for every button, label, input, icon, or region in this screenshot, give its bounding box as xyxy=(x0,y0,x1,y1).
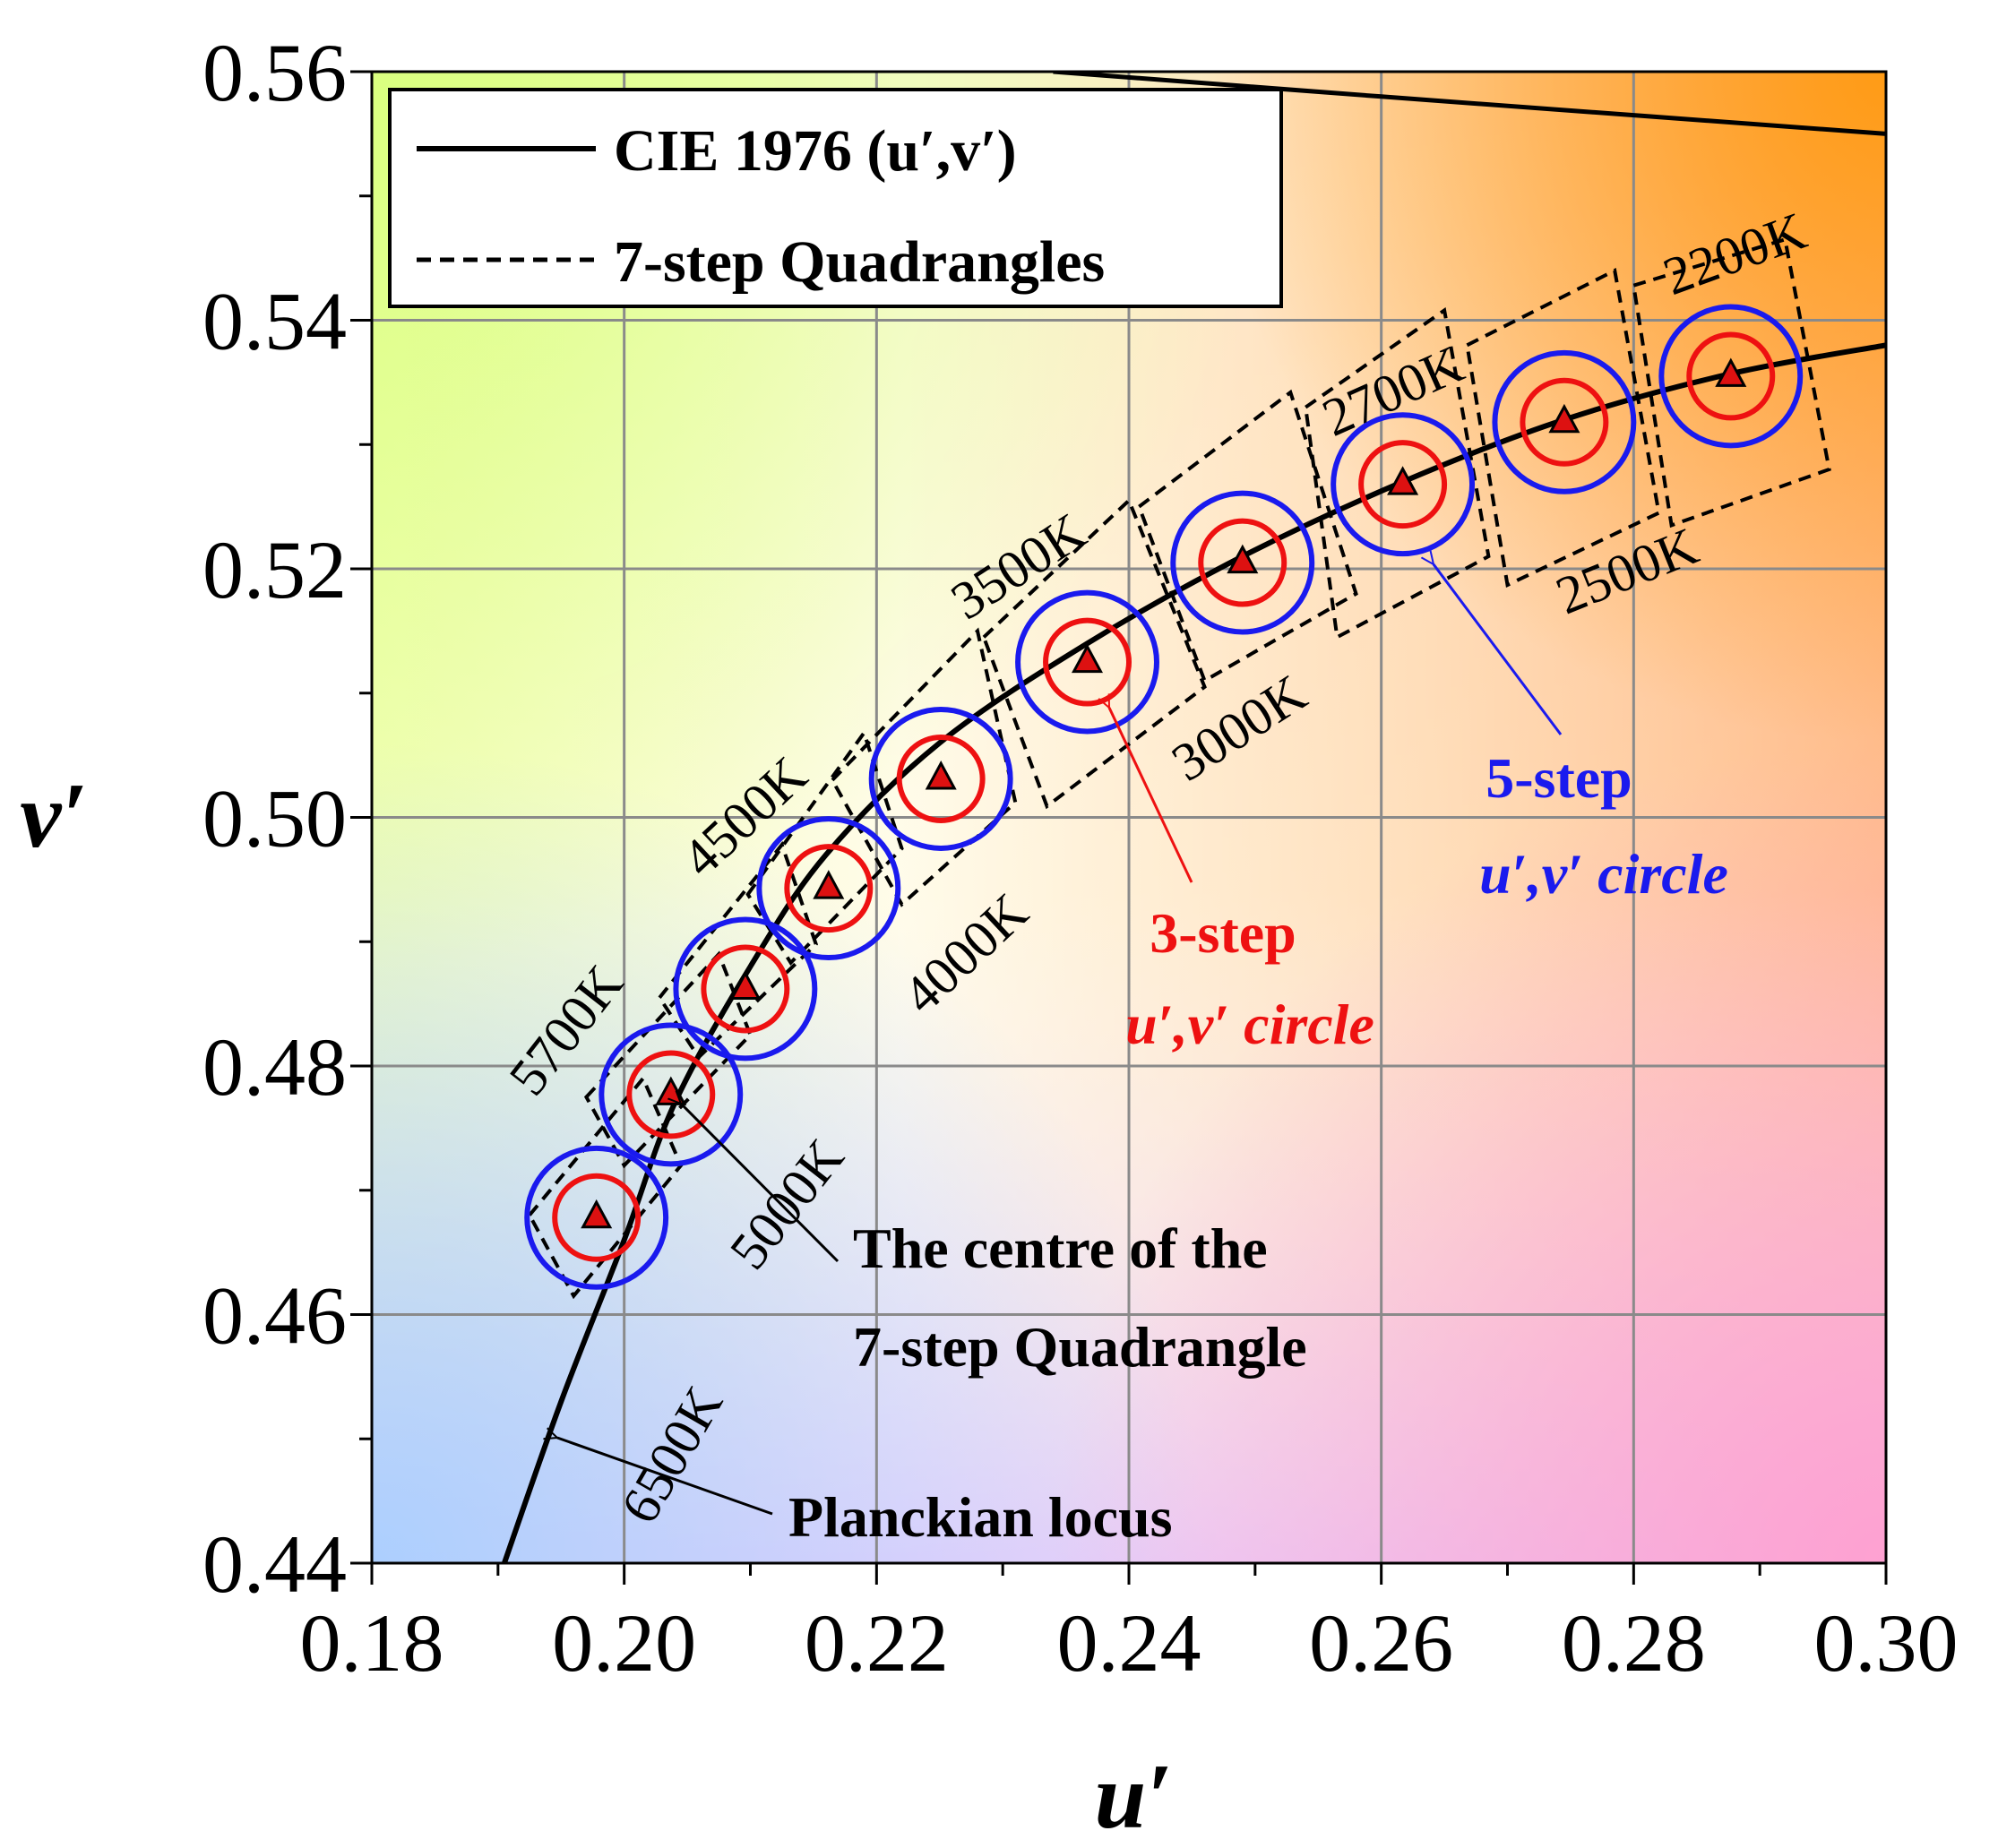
locus-label: Planckian locus xyxy=(788,1485,1173,1549)
five-step-circle-4500K xyxy=(756,816,901,961)
centre-marker-2700K xyxy=(1387,466,1419,495)
five-step-circle-3500K xyxy=(1015,589,1159,735)
five-step-circle-5700K xyxy=(599,1022,744,1167)
quadrangle-3000K xyxy=(1136,389,1358,683)
centre-marker-3000K xyxy=(1227,544,1259,574)
centre-marker-4000K xyxy=(925,761,957,790)
three-step-circle-3500K xyxy=(1043,617,1132,707)
step-circles xyxy=(524,304,1804,1290)
centre-markers xyxy=(581,357,1747,1229)
centre-marker-5000K xyxy=(729,970,762,1000)
three-step-label-line1: 3-step xyxy=(1150,901,1296,965)
x-tick-label: 0.28 xyxy=(1562,1597,1706,1689)
three-step-arrow xyxy=(1109,708,1193,883)
centre-marker-3500K xyxy=(1071,643,1104,674)
centre-label-line1: The centre of the xyxy=(853,1216,1268,1280)
quadrangle-3500K xyxy=(981,497,1207,810)
x-axis-title: u′ xyxy=(1094,1745,1172,1848)
five-step-circle-2200K xyxy=(1658,304,1804,449)
x-tick-label: 0.22 xyxy=(805,1597,949,1689)
three-step-circle-4000K xyxy=(896,735,986,823)
centre-marker-2200K xyxy=(1715,357,1747,387)
legend-entry-quadrangles: 7-step Quadrangles xyxy=(614,229,1105,295)
quadrangle-5000K xyxy=(657,840,819,1061)
x-tick-label: 0.26 xyxy=(1309,1597,1453,1689)
three-step-circle-2200K xyxy=(1686,331,1776,421)
legend-entry-locus: CIE 1976 (u′,v′) xyxy=(614,118,1017,184)
quadrangle-4000K xyxy=(830,627,1018,907)
centre-marker-2500K xyxy=(1548,403,1580,434)
grid-lines xyxy=(372,72,1886,1563)
quadrangle-2500K xyxy=(1465,268,1661,588)
three-step-circle-4500K xyxy=(784,844,874,933)
axis-ticks xyxy=(350,70,1888,1585)
five-step-circle-3000K xyxy=(1170,490,1315,635)
x-tick-label: 0.24 xyxy=(1057,1597,1201,1689)
three-step-circle-5000K xyxy=(701,944,790,1034)
tick-labels: 0.18 0.20 0.22 0.24 0.26 0.28 0.30 0.44 0.46 0.48… xyxy=(202,27,1959,1689)
y-tick-label: 0.44 xyxy=(202,1518,347,1610)
x-tick-label: 0.18 xyxy=(300,1597,444,1689)
centre-marker-4500K xyxy=(813,870,845,899)
centre-marker-6500K xyxy=(581,1199,613,1229)
y-tick-label: 0.52 xyxy=(202,524,347,615)
y-tick-label: 0.48 xyxy=(202,1021,347,1113)
legend-box xyxy=(388,88,1283,308)
three-step-circle-6500K xyxy=(552,1173,642,1262)
centre-arrow xyxy=(681,1104,840,1263)
y-tick-label: 0.46 xyxy=(202,1270,347,1362)
x-tick-label: 0.20 xyxy=(552,1597,696,1689)
y-tick-label: 0.50 xyxy=(202,773,347,864)
five-step-circle-2500K xyxy=(1492,349,1637,494)
five-step-arrow xyxy=(1434,564,1563,735)
quadrangle-2700K xyxy=(1304,306,1491,640)
five-step-circle-4000K xyxy=(868,707,1013,851)
three-step-circle-5700K xyxy=(626,1050,716,1139)
plot-area xyxy=(502,72,1886,1563)
x-tick-label: 0.30 xyxy=(1814,1597,1959,1689)
three-step-circle-2700K xyxy=(1358,440,1448,529)
quadrangle-4500K xyxy=(745,728,904,967)
three-step-circle-3000K xyxy=(1198,518,1288,607)
five-step-label-line2: u′,v′ circle xyxy=(1479,842,1728,906)
five-step-circle-5000K xyxy=(673,916,818,1062)
legend: CIE 1976 (u′,v′) 7-step Quadrangles xyxy=(388,88,1283,308)
three-step-label-line2: u′,v′ circle xyxy=(1125,993,1374,1056)
annotations: 5-step u′,v′ circle 3-step u′,v′ circle … xyxy=(557,564,1728,1549)
locus-arrow xyxy=(557,1438,773,1516)
y-tick-label: 0.54 xyxy=(202,276,347,367)
y-axis-title: v′ xyxy=(20,764,87,867)
five-step-label-line1: 5-step xyxy=(1486,746,1632,810)
quadrangle-2200K xyxy=(1632,236,1831,529)
centre-label-line2: 7-step Quadrangle xyxy=(853,1315,1307,1379)
three-step-circle-2500K xyxy=(1520,377,1609,467)
five-step-circle-6500K xyxy=(524,1145,669,1290)
five-step-circle-2700K xyxy=(1331,412,1476,557)
y-tick-label: 0.56 xyxy=(202,27,347,118)
spectral-locus-line xyxy=(1053,72,1886,136)
